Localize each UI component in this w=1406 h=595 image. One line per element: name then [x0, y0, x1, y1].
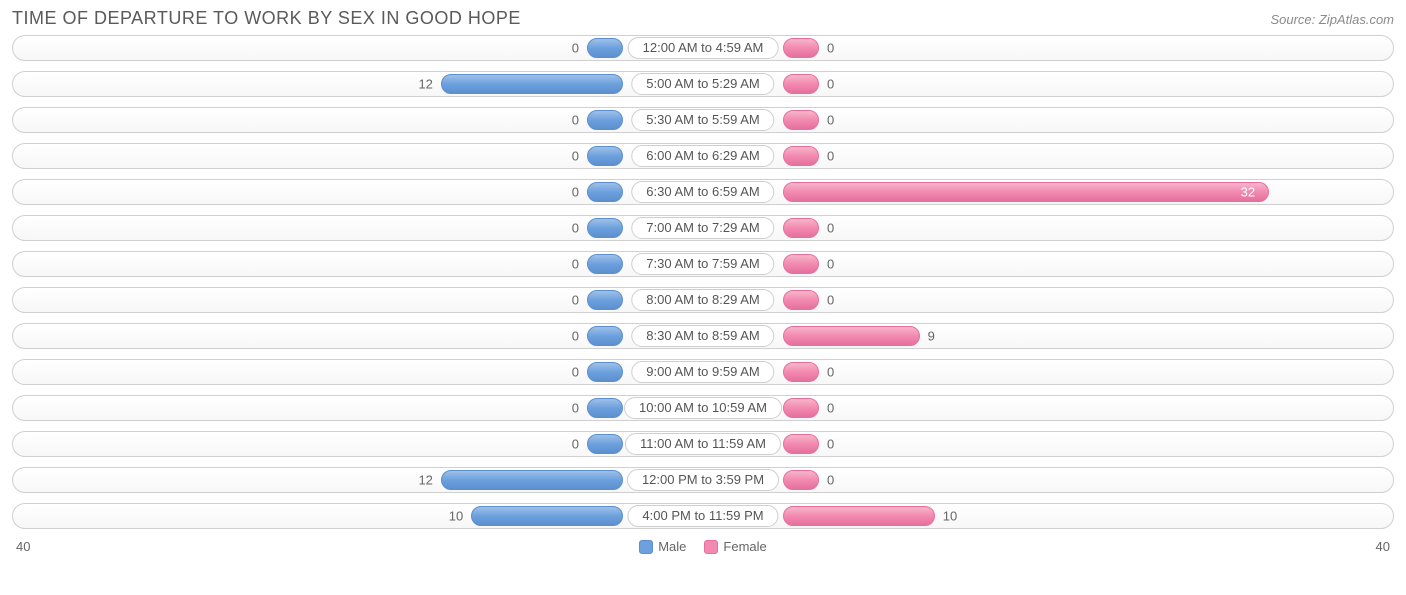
bar-male [587, 146, 623, 166]
value-female: 0 [827, 77, 834, 92]
value-female: 0 [827, 149, 834, 164]
row-label: 12:00 PM to 3:59 PM [627, 469, 779, 491]
bar-male [587, 290, 623, 310]
bar-female [783, 182, 1269, 202]
row-label: 6:00 AM to 6:29 AM [631, 145, 774, 167]
row-label: 8:30 AM to 8:59 AM [631, 325, 774, 347]
bar-male [587, 362, 623, 382]
bar-female [783, 398, 819, 418]
bar-female [783, 254, 819, 274]
bar-male [587, 182, 623, 202]
row-label: 8:00 AM to 8:29 AM [631, 289, 774, 311]
value-male: 12 [418, 77, 432, 92]
legend: Male Female [639, 539, 767, 554]
chart-header: TIME OF DEPARTURE TO WORK BY SEX IN GOOD… [12, 8, 1394, 29]
bar-female [783, 506, 935, 526]
axis-right-max: 40 [1376, 539, 1390, 554]
bar-female [783, 290, 819, 310]
chart-row: 0 0 5:30 AM to 5:59 AM [12, 107, 1394, 133]
chart-row: 12 0 12:00 PM to 3:59 PM [12, 467, 1394, 493]
value-female: 9 [928, 329, 935, 344]
chart-row: 0 0 9:00 AM to 9:59 AM [12, 359, 1394, 385]
chart-row: 12 0 5:00 AM to 5:29 AM [12, 71, 1394, 97]
row-label: 11:00 AM to 11:59 AM [625, 433, 781, 455]
bar-male [587, 434, 623, 454]
value-female: 0 [827, 113, 834, 128]
swatch-female-icon [704, 540, 718, 554]
chart-row: 0 0 6:00 AM to 6:29 AM [12, 143, 1394, 169]
value-male: 0 [572, 257, 579, 272]
chart-row: 0 9 8:30 AM to 8:59 AM [12, 323, 1394, 349]
value-female: 0 [827, 257, 834, 272]
row-label: 5:00 AM to 5:29 AM [631, 73, 774, 95]
value-female: 10 [943, 509, 957, 524]
chart-source: Source: ZipAtlas.com [1270, 12, 1394, 27]
row-label: 7:30 AM to 7:59 AM [631, 253, 774, 275]
value-female: 0 [827, 401, 834, 416]
row-label: 6:30 AM to 6:59 AM [631, 181, 774, 203]
value-female: 0 [827, 41, 834, 56]
chart-footer: 40 Male Female 40 [12, 539, 1394, 554]
bar-male [587, 254, 623, 274]
chart-row: 10 10 4:00 PM to 11:59 PM [12, 503, 1394, 529]
value-male: 0 [572, 149, 579, 164]
row-label: 10:00 AM to 10:59 AM [624, 397, 782, 419]
bar-male [587, 326, 623, 346]
value-male: 0 [572, 365, 579, 380]
diverging-bar-chart: 0 0 12:00 AM to 4:59 AM 12 0 5:00 AM to 5:29 … [12, 35, 1394, 529]
chart-row: 0 32 6:30 AM to 6:59 AM [12, 179, 1394, 205]
bar-male [587, 110, 623, 130]
legend-male: Male [639, 539, 686, 554]
value-male: 0 [572, 41, 579, 56]
bar-female [783, 362, 819, 382]
value-male: 0 [572, 437, 579, 452]
value-female: 0 [827, 365, 834, 380]
bar-female [783, 218, 819, 238]
chart-row: 0 0 10:00 AM to 10:59 AM [12, 395, 1394, 421]
row-label: 4:00 PM to 11:59 PM [627, 505, 778, 527]
value-female: 0 [827, 437, 834, 452]
value-male: 0 [572, 329, 579, 344]
bar-male [587, 398, 623, 418]
chart-title: TIME OF DEPARTURE TO WORK BY SEX IN GOOD… [12, 8, 521, 29]
bar-female [783, 326, 920, 346]
bar-male [587, 38, 623, 58]
row-label: 12:00 AM to 4:59 AM [628, 37, 779, 59]
axis-left-max: 40 [16, 539, 30, 554]
bar-female [783, 146, 819, 166]
chart-row: 0 0 7:30 AM to 7:59 AM [12, 251, 1394, 277]
bar-female [783, 74, 819, 94]
value-female: 32 [1241, 185, 1255, 200]
bar-male [441, 470, 623, 490]
value-male: 0 [572, 401, 579, 416]
value-female: 0 [827, 221, 834, 236]
bar-female [783, 110, 819, 130]
row-label: 5:30 AM to 5:59 AM [631, 109, 774, 131]
value-female: 0 [827, 293, 834, 308]
value-male: 12 [418, 473, 432, 488]
bar-male [471, 506, 623, 526]
value-male: 0 [572, 221, 579, 236]
value-male: 0 [572, 293, 579, 308]
chart-row: 0 0 7:00 AM to 7:29 AM [12, 215, 1394, 241]
bar-male [441, 74, 623, 94]
row-label: 9:00 AM to 9:59 AM [631, 361, 774, 383]
bar-female [783, 470, 819, 490]
legend-female: Female [704, 539, 766, 554]
value-male: 0 [572, 113, 579, 128]
chart-row: 0 0 11:00 AM to 11:59 AM [12, 431, 1394, 457]
chart-row: 0 0 12:00 AM to 4:59 AM [12, 35, 1394, 61]
legend-male-label: Male [658, 539, 686, 554]
bar-female [783, 38, 819, 58]
row-label: 7:00 AM to 7:29 AM [631, 217, 774, 239]
value-male: 0 [572, 185, 579, 200]
value-female: 0 [827, 473, 834, 488]
bar-female [783, 434, 819, 454]
value-male: 10 [449, 509, 463, 524]
legend-female-label: Female [723, 539, 766, 554]
swatch-male-icon [639, 540, 653, 554]
bar-male [587, 218, 623, 238]
chart-row: 0 0 8:00 AM to 8:29 AM [12, 287, 1394, 313]
